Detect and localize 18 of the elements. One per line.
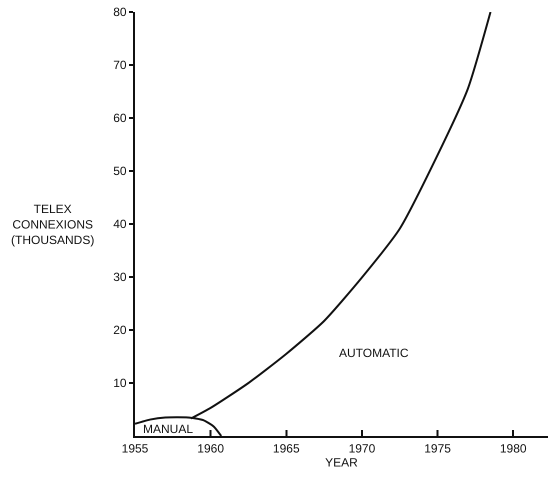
x-axis-title: YEAR [325,455,358,470]
x-tick-label: 1965 [272,441,300,456]
x-tick-label: 1960 [197,441,224,456]
y-tick-label: 50 [113,164,127,178]
text: AUTOMATIC [339,346,409,360]
y-tick-label: 30 [113,270,127,284]
y-tick-label: 10 [113,376,127,390]
y-tick-label: 80 [113,5,127,20]
x-tick-label: 1980 [500,441,527,456]
x-tick-label: 1970 [348,441,376,456]
y-tick-label: 40 [113,217,127,232]
x-tick-label: 1955 [122,441,149,456]
y-axis-title: TELEX CONNEXIONS (THOUSANDS) [11,202,94,248]
series-label: MANUAL [143,422,194,436]
x-tick-label: 1975 [424,441,452,456]
y-tick-label: 20 [113,323,127,338]
y-tick-label: 60 [113,111,127,126]
y-tick-label: 70 [113,58,127,72]
